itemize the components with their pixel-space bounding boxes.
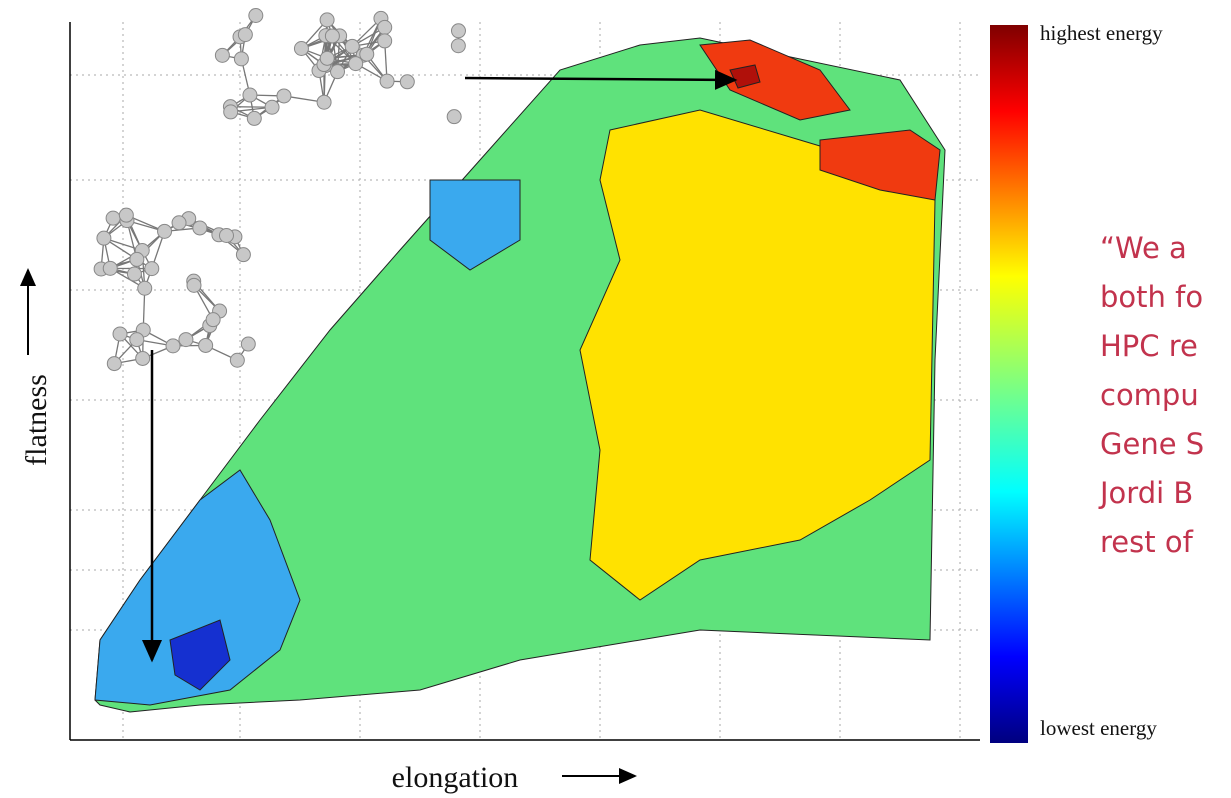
atom [119,208,133,222]
atom [166,339,180,353]
atom [451,24,465,38]
atom [130,333,144,347]
atom [130,252,144,266]
atom [317,95,331,109]
x-axis-label: elongation [392,761,519,794]
atom [294,42,308,56]
atom [238,28,252,42]
quote: “We a both fo HPC re compu Gene S Jordi B rest… [1098,231,1204,559]
figure: highest energy lowest energy flatness el… [0,0,1231,798]
y-axis-label: flatness [20,374,53,466]
atom [320,13,334,27]
atom [219,228,233,242]
atom [215,48,229,62]
atom [277,89,291,103]
atom [136,351,150,365]
atom [138,281,152,295]
atom [320,51,334,65]
atom [243,88,257,102]
contour-map [95,38,945,712]
atom [224,105,238,119]
atom [97,231,111,245]
colorbar-top-label: highest energy [1040,21,1163,45]
atom [345,39,359,53]
colorbar [990,25,1028,743]
atom [447,110,461,124]
quote-line: Gene S [1100,427,1204,461]
atom [236,248,250,262]
atom [179,333,193,347]
atom [113,327,127,341]
atom [378,20,392,34]
quote-line: HPC re [1100,329,1198,363]
colorbar-bottom-label: lowest energy [1040,716,1157,740]
page: highest energy lowest energy flatness el… [0,0,1231,798]
atom [158,224,172,238]
atom [107,357,121,371]
atom [230,353,244,367]
atom [145,262,159,276]
atom [378,34,392,48]
atom [187,278,201,292]
atom [349,57,363,71]
atom [172,216,186,230]
quote-line: “We a [1100,231,1187,265]
atom [103,261,117,275]
atom [325,29,339,43]
atom [400,75,414,89]
atom [380,74,394,88]
atom [206,313,220,327]
atom [199,338,213,352]
quote-line: Jordi B [1098,476,1193,510]
atom [127,267,141,281]
atom [234,52,248,66]
atom [265,100,279,114]
quote-line: compu [1100,378,1199,412]
atom [451,39,465,53]
atom [247,111,261,125]
quote-line: both fo [1100,280,1203,314]
atom [241,337,255,351]
atom [193,221,207,235]
quote-line: rest of [1100,525,1194,559]
atom [360,47,374,61]
atom [249,9,263,23]
atom [106,211,120,225]
